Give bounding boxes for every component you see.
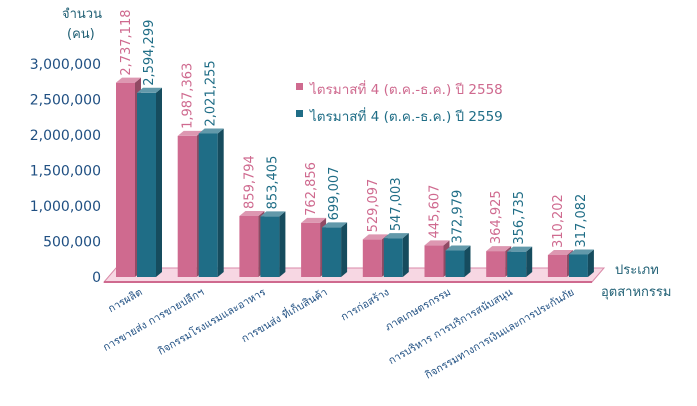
bar-side [341,222,348,277]
bar-front [486,251,506,277]
y-tick-label: 2,000,000 [30,128,101,144]
bar [507,246,533,277]
bar-front [198,133,218,277]
bar [198,128,224,277]
bar-top [322,222,348,228]
bar [260,211,286,277]
bar-front [301,222,321,277]
bar-side [587,249,594,277]
legend-label-2559: ไตรมาสที่ 4 (ต.ค.-ธ.ค.) ปี 2559 [309,107,503,125]
bar-top [383,233,409,239]
bar-front [322,227,342,277]
bar-top [177,130,203,136]
value-label: 859,794 [242,155,257,209]
value-label: 699,007 [327,167,342,221]
bar-side [402,233,409,277]
y-tick-label: 500,000 [43,235,101,251]
y-axis-title: จำนวน (คน) [62,7,102,42]
y-tick-label: 1,500,000 [30,164,101,180]
x-axis-title-line-2: อุตสาหกรรม [601,285,671,300]
value-label: 356,735 [512,191,527,245]
bar [445,245,471,277]
bar-side [464,245,471,277]
bar-top [260,211,286,217]
y-tick-label: 3,000,000 [30,57,101,73]
value-label: 445,607 [428,185,443,239]
bar-top [198,128,224,134]
category-label: การผลิต [106,286,144,315]
bar-front [568,254,588,277]
category-label: การก่อสร้าง [339,286,391,323]
bar-side [156,87,162,277]
value-label: 2,021,255 [204,60,219,126]
value-label: 529,097 [366,179,381,233]
x-axis-title-line-1: ประเภท [615,263,659,278]
y-tick-label: 0 [92,270,101,286]
bar [383,233,409,277]
value-label: 1,987,363 [181,63,196,129]
bar-front [116,82,135,278]
value-label: 372,979 [451,190,466,244]
bar [137,87,162,277]
value-label: 853,405 [265,156,280,210]
bar-front [445,250,465,277]
value-label: 310,202 [551,194,566,248]
bar-top [137,87,162,93]
value-labels: 2,737,118 2,594,299 1,987,363 2,021,255 859,… [119,9,589,247]
bar-side [279,211,286,277]
bar-side [217,128,224,277]
value-label: 2,737,118 [119,9,134,75]
bar-front [424,245,444,277]
category-label: กิจกรรมโรงแรมและอาหาร [155,285,268,358]
legend-swatch-2558 [296,83,303,90]
bar-top [568,249,594,255]
legend-swatch-2559 [296,110,303,117]
bar-top [445,245,471,251]
y-axis-title-line-2: (คน) [67,27,95,42]
bars [116,77,594,278]
bar-top [239,210,265,216]
legend-label-2558: ไตรมาสที่ 4 (ต.ค.-ธ.ค.) ปี 2558 [309,80,503,98]
bar-top [486,246,512,252]
y-tick-label: 2,500,000 [30,93,101,109]
bar-top [507,246,533,252]
bar-front [547,254,567,277]
bar-top [116,77,141,83]
value-label: 364,925 [489,190,504,244]
y-axis-ticks: 0 500,000 1,000,000 1,500,000 2,000,000 2,500… [30,57,101,286]
bar-front [383,238,403,277]
bar [322,222,348,277]
bar-front [137,92,156,277]
y-axis-title-line-1: จำนวน [62,7,102,22]
bar-front [239,215,259,277]
value-label: 547,003 [389,177,404,231]
bar-side [526,246,533,277]
bar-front [362,239,382,277]
category-label: การขายส่ง การขายปลีกฯ [101,285,207,354]
bar-front [177,135,197,277]
bar-top [424,240,450,246]
value-label: 762,856 [304,162,319,216]
x-axis-title: ประเภท อุตสาหกรรม [601,263,671,300]
y-tick-label: 1,000,000 [30,199,101,215]
bar-top [362,234,388,240]
legend: ไตรมาสที่ 4 (ต.ค.-ธ.ค.) ปี 2558 ไตรมาสที… [296,80,503,125]
bar-top [547,249,573,255]
bar-front [260,216,280,277]
bar-top [301,217,327,223]
bar [568,249,594,277]
chart-floor [102,267,606,283]
value-label: 2,594,299 [142,20,157,86]
bar-front [507,251,527,277]
value-label: 317,082 [574,194,589,248]
